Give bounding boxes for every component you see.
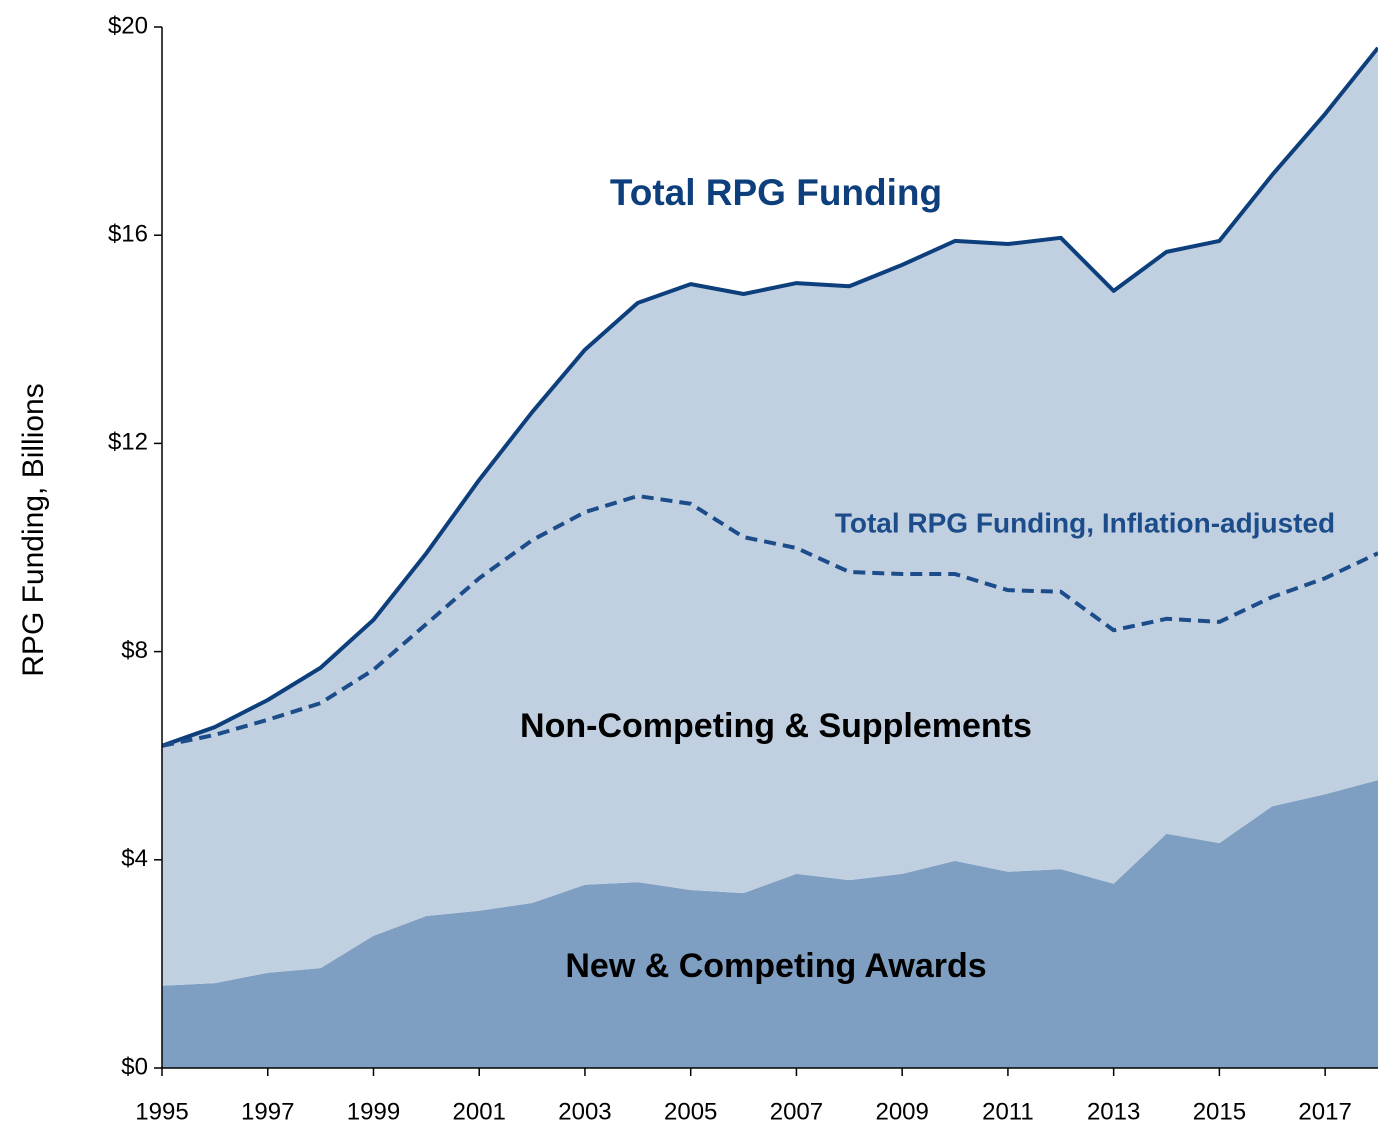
x-tick-label: 1997	[241, 1098, 294, 1125]
y-axis-label: RPG Funding, Billions	[17, 383, 50, 676]
x-tick-label: 2011	[982, 1098, 1034, 1125]
line	[161, 46, 1378, 748]
x-tick-label: 2007	[770, 1098, 823, 1125]
x-tick-label: 2003	[558, 1098, 611, 1125]
line	[161, 493, 1378, 748]
y-tick-label: $20	[108, 12, 148, 39]
series-label: New & Competing Awards	[565, 947, 986, 985]
x-tick-label: 2001	[453, 1098, 506, 1125]
y-tick-label: $16	[108, 221, 148, 248]
x-tick-label: 2015	[1193, 1098, 1246, 1125]
x-tick-label: 2017	[1298, 1098, 1351, 1125]
series-label: Non-Competing & Supplements	[520, 707, 1032, 745]
y-tick-label: $8	[121, 637, 148, 664]
x-tick-label: 2013	[1087, 1098, 1140, 1125]
y-tick-label: $4	[121, 845, 148, 872]
series-label: Total RPG Funding	[610, 172, 942, 213]
x-tick-label: 2009	[875, 1098, 928, 1125]
area	[162, 47, 1378, 986]
y-tick-label: $0	[121, 1053, 148, 1080]
y-tick-label: $12	[108, 429, 148, 456]
series-label: Total RPG Funding, Inflation-adjusted	[835, 507, 1335, 538]
x-tick-label: 2005	[664, 1098, 717, 1125]
area	[162, 780, 1378, 1068]
x-tick-label: 1999	[347, 1098, 400, 1125]
x-tick-label: 1995	[135, 1098, 188, 1125]
